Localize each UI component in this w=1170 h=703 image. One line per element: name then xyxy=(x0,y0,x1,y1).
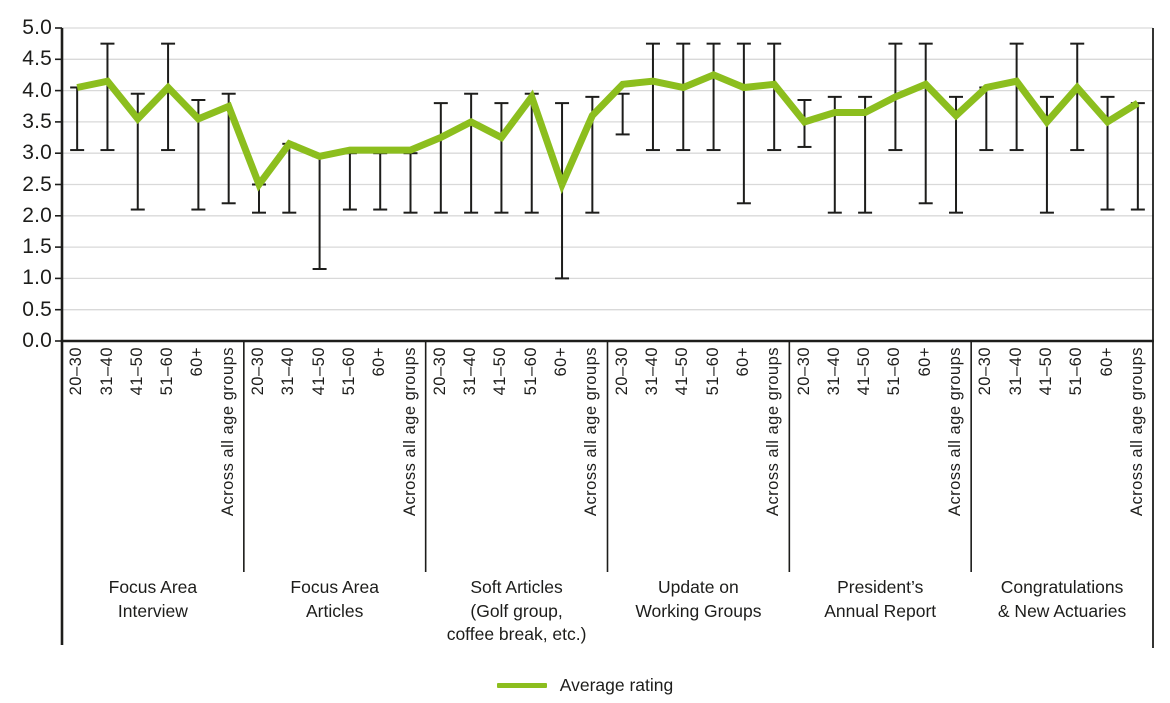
x-tick-label: 20–30 xyxy=(430,347,449,396)
average-rating-line xyxy=(76,71,1140,195)
x-tick-label: 41–50 xyxy=(855,347,874,396)
x-tick-label: 41–50 xyxy=(309,347,328,396)
x-tick-label: Across all age groups xyxy=(582,347,601,517)
x-tick-label: 31–40 xyxy=(97,347,116,396)
x-tick-label: 60+ xyxy=(188,347,207,377)
legend-label: Average rating xyxy=(559,674,674,695)
x-tick-label: 31–40 xyxy=(279,347,298,396)
legend: Average rating xyxy=(0,670,1170,700)
x-tick-label: 60+ xyxy=(370,347,389,377)
x-tick-label: 60+ xyxy=(1097,347,1116,377)
x-tick-label: 51–60 xyxy=(1067,347,1086,396)
x-tick-label: Across all age groups xyxy=(764,347,783,517)
y-axis-label: 4.5 xyxy=(22,47,52,71)
group-label: Focus Area Interview xyxy=(108,577,198,621)
x-tick-label: Across all age groups xyxy=(946,347,964,517)
x-tick-label: 20–30 xyxy=(249,347,267,396)
group-label: Update on Working Groups xyxy=(635,577,762,621)
x-tick-label: Across all age groups xyxy=(218,347,237,517)
y-axis-label: 3.5 xyxy=(22,109,52,133)
x-tick-label: 31–40 xyxy=(824,347,843,396)
y-axis-label: 3.0 xyxy=(22,141,52,165)
legend-line-swatch xyxy=(496,682,547,688)
y-axis-label: 1.0 xyxy=(22,266,52,290)
x-tick-label: 31–40 xyxy=(643,347,661,396)
x-tick-label: 31–40 xyxy=(1006,347,1025,396)
x-tick-label: 20–30 xyxy=(794,347,813,396)
x-tick-label: Across all age groups xyxy=(400,347,419,517)
x-tick-label: 60+ xyxy=(552,347,570,377)
x-tick-label: 51–60 xyxy=(885,347,904,396)
x-tick-label: 20–30 xyxy=(612,347,631,396)
x-tick-label: 60+ xyxy=(915,347,934,377)
x-tick-label: 41–50 xyxy=(1036,347,1055,396)
x-tick-label: Across all age groups xyxy=(1127,347,1146,517)
y-axis-label: 0.5 xyxy=(22,297,52,321)
y-axis-label: 4.0 xyxy=(22,78,52,102)
x-tick-label: 31–40 xyxy=(461,347,480,396)
y-axis-label: 5.0 xyxy=(22,16,52,39)
x-tick-label: 41–50 xyxy=(673,347,692,396)
x-tick-label: 41–50 xyxy=(127,347,146,396)
x-tick-label: 20–30 xyxy=(976,347,995,396)
y-axis-label: 1.5 xyxy=(22,235,52,259)
x-tick-label: 60+ xyxy=(733,347,752,377)
x-tick-label: 51–60 xyxy=(158,347,177,396)
y-axis-label: 2.5 xyxy=(22,172,52,196)
x-tick-label: 51–60 xyxy=(339,347,358,396)
group-label: President’s Annual Report xyxy=(824,577,937,621)
x-tick-label: 51–60 xyxy=(703,347,722,396)
y-axis-label: 0.0 xyxy=(22,329,52,352)
x-tick-label: 41–50 xyxy=(491,347,510,396)
group-label: Soft Articles (Golf group, coffee break,… xyxy=(446,577,587,644)
group-label: Congratulations & New Actuaries xyxy=(997,577,1127,621)
x-tick-label: 51–60 xyxy=(521,347,540,396)
x-tick-label: 20–30 xyxy=(67,347,86,396)
group-label: Focus Area Articles xyxy=(290,577,379,621)
y-axis-label: 2.0 xyxy=(22,203,52,227)
